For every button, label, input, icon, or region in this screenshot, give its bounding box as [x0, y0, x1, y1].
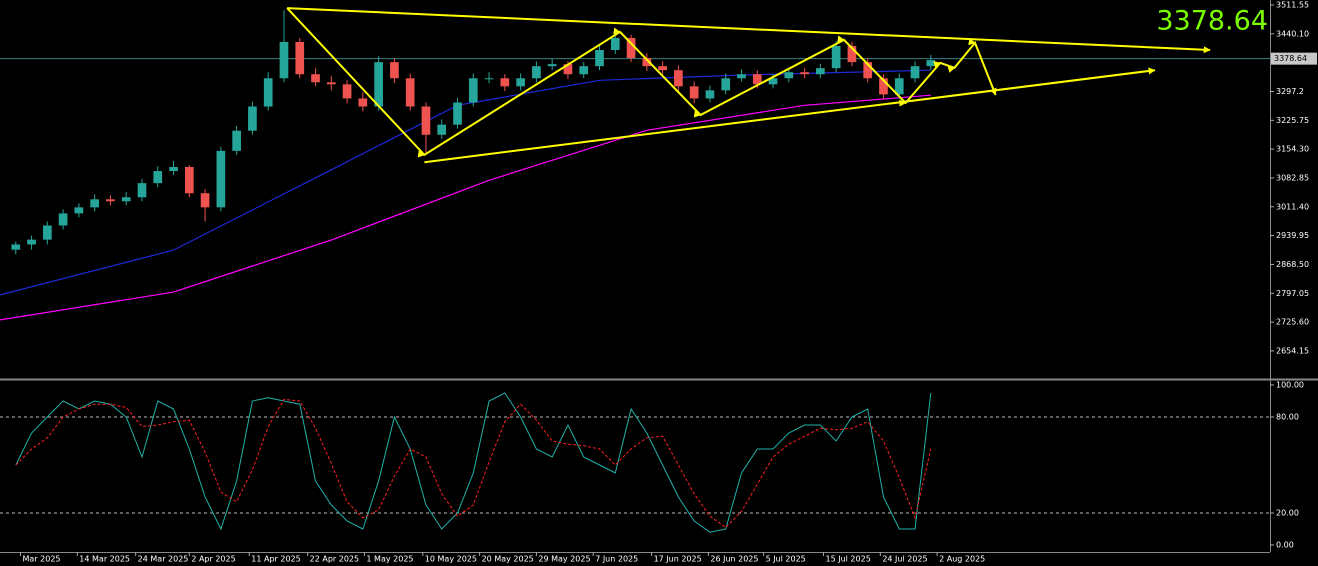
oscillator-line	[15, 398, 932, 529]
candle-body	[121, 197, 131, 202]
y-tick-label: 3440.10	[1276, 29, 1309, 38]
candle-body	[595, 50, 604, 67]
candle-body	[74, 207, 84, 214]
candle-body	[248, 106, 257, 131]
candle-body	[816, 68, 825, 75]
candle-body	[374, 62, 383, 107]
x-tick-label: 1 May 2025	[366, 555, 413, 564]
y-tick-label: 3082.85	[1276, 173, 1309, 182]
y-tick-label: 100.00	[1276, 380, 1304, 389]
candle-body	[674, 70, 683, 87]
candle-body	[106, 199, 115, 202]
candle-body	[547, 64, 557, 67]
y-tick-label: 0.00	[1276, 540, 1294, 549]
candle-body	[532, 66, 541, 79]
y-tick-label: 3225.75	[1276, 116, 1309, 125]
last-price-label: 3378.64	[1274, 54, 1307, 63]
y-tick-label: 3011.40	[1276, 202, 1309, 211]
candle-body	[579, 66, 589, 75]
x-tick-label: 17 Jun 2025	[654, 555, 702, 564]
candle-body	[358, 98, 368, 107]
candle-body	[658, 66, 667, 71]
x-tick-label: 24 Jul 2025	[882, 555, 927, 564]
candle-body	[784, 72, 794, 79]
y-tick-label: 20.00	[1276, 508, 1299, 517]
y-tick-label: 3511.55	[1276, 1, 1309, 10]
y-tick-label: 2725.60	[1276, 318, 1309, 327]
x-tick-label: 2 Apr 2025	[191, 555, 235, 564]
candle-body	[326, 82, 336, 85]
y-tick-label: 80.00	[1276, 412, 1299, 421]
candle-body	[27, 239, 36, 245]
candle-body	[721, 78, 731, 91]
candle-body	[279, 41, 289, 79]
candle-body	[468, 78, 478, 103]
x-tick-label: Mar 2025	[23, 555, 61, 564]
candle-body	[390, 62, 399, 79]
candle-body	[42, 225, 52, 240]
trend-drawing	[286, 7, 997, 158]
candle-body	[610, 37, 620, 51]
candle-body	[153, 171, 163, 184]
candle-body	[184, 167, 194, 194]
x-tick-label: 26 Jun 2025	[710, 555, 758, 564]
x-tick-label: 5 Jul 2025	[766, 555, 806, 564]
x-tick-label: 24 Mar 2025	[138, 555, 189, 564]
candle-body	[90, 199, 99, 208]
x-tick-label: 10 May 2025	[425, 555, 477, 564]
x-tick-label: 11 Apr 2025	[251, 555, 300, 564]
candle-body	[342, 84, 352, 99]
candle-body	[405, 78, 415, 107]
x-tick-label: 7 Jun 2025	[595, 555, 638, 564]
x-tick-label: 29 May 2025	[538, 555, 590, 564]
y-tick-label: 3297.2	[1276, 87, 1304, 96]
x-tick-label: 22 Apr 2025	[310, 555, 359, 564]
candle-body	[800, 72, 809, 75]
candle-body	[58, 213, 68, 226]
candle-body	[910, 66, 920, 79]
x-tick-label: 15 Jul 2025	[826, 555, 871, 564]
last-price-tag	[1271, 52, 1317, 65]
candle-body	[926, 60, 936, 67]
last-price-big: 3378.64	[1156, 6, 1268, 37]
candle-body	[705, 90, 715, 99]
y-tick-label: 2939.95	[1276, 231, 1309, 240]
oscillator-line	[15, 392, 932, 533]
candle-body	[216, 150, 226, 208]
y-tick-label: 2654.15	[1276, 346, 1309, 355]
candle-body	[137, 183, 147, 198]
candle-body	[311, 74, 320, 83]
candle-body	[484, 78, 494, 80]
candle-body	[516, 78, 525, 87]
x-tick-label: 20 May 2025	[482, 555, 534, 564]
candle-body	[737, 74, 746, 79]
candle-body	[689, 86, 699, 99]
candle-body	[200, 193, 210, 208]
x-tick-label: 14 Mar 2025	[79, 555, 130, 564]
candle-body	[437, 124, 447, 135]
candle-body	[831, 45, 841, 69]
y-tick-label: 2797.05	[1276, 289, 1309, 298]
candle-body	[11, 244, 21, 250]
candle-body	[421, 106, 431, 135]
x-tick-label: 2 Aug 2025	[939, 555, 985, 564]
candle-body	[453, 102, 462, 125]
candle-body	[295, 41, 305, 75]
candle-body	[169, 167, 178, 172]
y-tick-label: 3154.30	[1276, 145, 1309, 154]
candle-body	[263, 78, 273, 107]
candle-body	[500, 78, 510, 87]
candle-body	[232, 130, 241, 151]
y-tick-label: 2868.50	[1276, 260, 1309, 269]
